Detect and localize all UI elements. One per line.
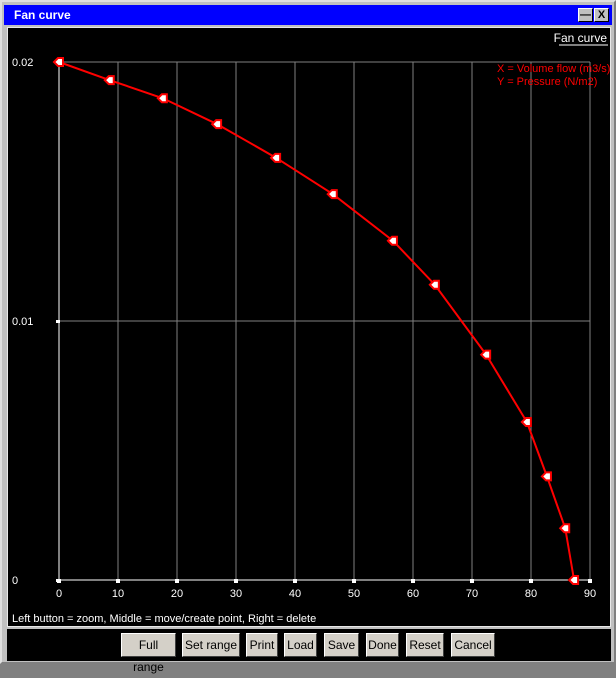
x-tick-mark [411,579,415,583]
plot-area[interactable]: 0 10 20 30 40 50 60 70 80 90 0 0.01 0.02 Fan curve … [7,27,611,627]
close-button[interactable]: X [594,8,609,22]
full-range-button[interactable]: Full range [121,633,176,674]
x-tick-mark [293,579,297,583]
legend-y-label: Y = Pressure (N/m2) [497,76,597,88]
x-tick-mark [588,579,592,583]
x-tick-label: 90 [584,588,596,600]
y-axis-ticks: 0 0.01 0.02 [12,57,60,587]
x-tick-label: 20 [171,588,183,600]
save-button[interactable]: Save [324,633,359,657]
fan-curve-chart[interactable]: 0 10 20 30 40 50 60 70 80 90 00.010.02 Fan curve … [8,28,610,626]
x-tick-mark [352,579,356,583]
x-tick-mark [529,579,533,583]
y-tick-label: 0.02 [12,57,33,69]
curve-point-marker[interactable] [269,152,282,163]
x-tick-label: 50 [348,588,360,600]
curve-point-marker[interactable] [326,189,338,200]
window-title: Fan curve [14,8,71,22]
done-button[interactable]: Done [366,633,399,657]
curve-point-marker[interactable] [520,417,532,428]
button-bar: Full range Set range Print Load Save Don… [7,629,611,674]
cancel-button[interactable]: Cancel [451,633,495,657]
minimize-icon: — [580,9,591,21]
load-button[interactable]: Load [284,633,317,657]
curve-point-marker[interactable] [428,279,440,290]
x-tick-label: 10 [112,588,124,600]
y-tick-mark [56,320,60,323]
x-tick-label: 0 [56,588,62,600]
x-axis-ticks: 0 10 20 30 40 50 60 70 80 90 [56,579,596,600]
curve-points[interactable] [52,57,580,585]
curve-point-marker[interactable] [540,471,552,482]
x-tick-label: 60 [407,588,419,600]
x-tick-mark [175,579,179,583]
minimize-button[interactable]: — [578,8,593,22]
x-tick-label: 30 [230,588,242,600]
close-icon: X [597,9,606,21]
curve-point-marker[interactable] [567,575,580,585]
curve-point-marker[interactable] [103,75,115,86]
curve-point-marker[interactable] [558,523,571,534]
print-button[interactable]: Print [246,633,278,657]
curve-point-marker[interactable] [156,93,168,104]
title-bar[interactable]: Fan curve — X [4,5,612,25]
reset-button[interactable]: Reset [406,633,444,657]
interaction-hint: Left button = zoom, Middle = move/create… [12,613,316,625]
x-tick-label: 40 [289,588,301,600]
legend-x-label: X = Volume flow (m3/s) [497,63,610,75]
curve-point-marker[interactable] [386,235,398,246]
set-range-button[interactable]: Set range [182,633,240,657]
x-tick-mark [116,579,120,583]
y-tick-label: 0.01 [12,316,33,328]
y-tick-mark [56,579,60,582]
grid-lines [59,61,591,580]
curve-point-marker[interactable] [479,349,492,360]
curve-point-marker[interactable] [210,119,223,130]
x-tick-label: 80 [525,588,537,600]
plot-heading: Fan curve [554,31,608,45]
curve-point-marker[interactable] [52,57,64,67]
x-tick-label: 70 [466,588,478,600]
x-tick-mark [234,579,238,583]
x-tick-mark [470,579,474,583]
y-tick-label: 0 [12,575,18,587]
